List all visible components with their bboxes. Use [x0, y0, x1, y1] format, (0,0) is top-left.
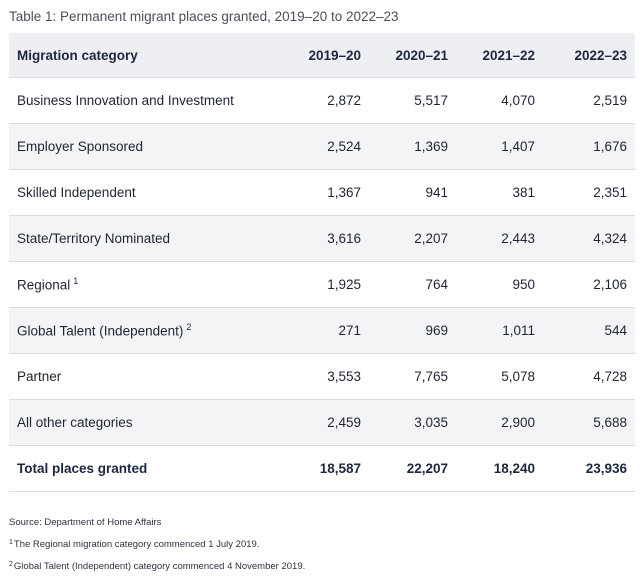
row-label: Partner	[9, 353, 277, 400]
footnote-marker: 1	[73, 276, 79, 287]
table-row: All other categories 2,459 3,035 2,900 5…	[9, 399, 635, 446]
cell-value: 1,369	[369, 123, 456, 170]
table-total-row: Total places granted 18,587 22,207 18,24…	[9, 445, 635, 492]
cell-value: 5,688	[543, 399, 635, 446]
cell-value: 7,765	[369, 353, 456, 400]
row-label: Global Talent (Independent) 2	[9, 307, 277, 354]
footnote-2-text: Global Talent (Independent) category com…	[13, 561, 306, 572]
cell-value: 2,872	[277, 77, 369, 124]
total-label: Total places granted	[9, 445, 277, 492]
cell-value: 271	[277, 307, 369, 354]
footnote-2-mark: 2	[9, 561, 13, 568]
row-label: State/Territory Nominated	[9, 215, 277, 262]
cell-value: 969	[369, 307, 456, 354]
total-value: 18,240	[456, 445, 543, 492]
cell-value: 3,616	[277, 215, 369, 262]
cell-value: 3,553	[277, 353, 369, 400]
cell-value: 5,078	[456, 353, 543, 400]
cell-value: 1,925	[277, 261, 369, 308]
cell-value: 5,517	[369, 77, 456, 124]
cell-value: 4,070	[456, 77, 543, 124]
cell-value: 2,443	[456, 215, 543, 262]
footnote-1-mark: 1	[9, 539, 13, 546]
cell-value: 2,106	[543, 261, 635, 308]
row-label: Business Innovation and Investment	[9, 77, 277, 124]
cell-value: 2,524	[277, 123, 369, 170]
footnote-2: 2Global Talent (Independent) category co…	[9, 555, 305, 577]
cell-value: 2,900	[456, 399, 543, 446]
table-row: Global Talent (Independent) 2 271 969 1,0…	[9, 307, 635, 354]
footnote-marker: 2	[186, 322, 192, 333]
cell-value: 2,519	[543, 77, 635, 124]
table-header-row: Migration category 2019–20 2020–21 2021–…	[9, 33, 635, 78]
cell-value: 381	[456, 169, 543, 216]
table-notes: Source: Department of Home Affairs 1The …	[9, 513, 305, 577]
total-value: 18,587	[277, 445, 369, 492]
cell-value: 764	[369, 261, 456, 308]
table-caption: Table 1: Permanent migrant places grante…	[9, 9, 399, 24]
cell-value: 2,207	[369, 215, 456, 262]
total-value: 23,936	[543, 445, 635, 492]
cell-value: 544	[543, 307, 635, 354]
column-header-category: Migration category	[9, 33, 277, 78]
total-value: 22,207	[369, 445, 456, 492]
column-header-2021-22: 2021–22	[456, 33, 543, 78]
source-note: Source: Department of Home Affairs	[9, 517, 162, 528]
column-header-2022-23: 2022–23	[543, 33, 635, 78]
table-row: Regional 1 1,925 764 950 2,106	[9, 261, 635, 308]
column-header-2019-20: 2019–20	[277, 33, 369, 78]
cell-value: 1,676	[543, 123, 635, 170]
footnote-1-text: The Regional migration category commence…	[13, 539, 260, 550]
row-label: Employer Sponsored	[9, 123, 277, 170]
cell-value: 3,035	[369, 399, 456, 446]
migrant-places-table: Migration category 2019–20 2020–21 2021–…	[9, 33, 635, 492]
cell-value: 4,728	[543, 353, 635, 400]
cell-value: 2,459	[277, 399, 369, 446]
column-header-2020-21: 2020–21	[369, 33, 456, 78]
row-label: Skilled Independent	[9, 169, 277, 216]
table-row: Business Innovation and Investment 2,872…	[9, 77, 635, 124]
footnote-1: 1The Regional migration category commenc…	[9, 533, 305, 555]
cell-value: 1,011	[456, 307, 543, 354]
cell-value: 950	[456, 261, 543, 308]
cell-value: 1,407	[456, 123, 543, 170]
cell-value: 2,351	[543, 169, 635, 216]
row-label: Regional 1	[9, 261, 277, 308]
table-row: State/Territory Nominated 3,616 2,207 2,…	[9, 215, 635, 262]
cell-value: 941	[369, 169, 456, 216]
table-row: Skilled Independent 1,367 941 381 2,351	[9, 169, 635, 216]
table-row: Partner 3,553 7,765 5,078 4,728	[9, 353, 635, 400]
row-label: All other categories	[9, 399, 277, 446]
cell-value: 1,367	[277, 169, 369, 216]
table-row: Employer Sponsored 2,524 1,369 1,407 1,6…	[9, 123, 635, 170]
cell-value: 4,324	[543, 215, 635, 262]
